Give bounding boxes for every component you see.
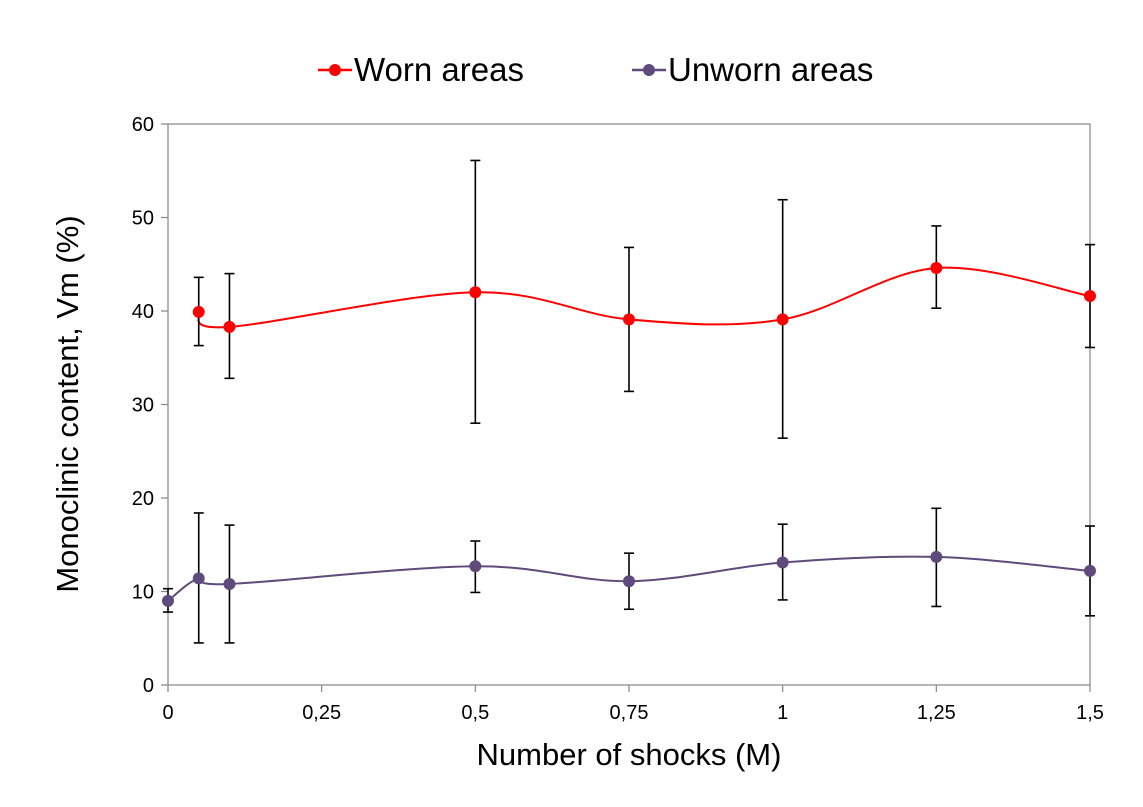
legend-marker-unworn xyxy=(643,64,655,76)
x-tick-label: 0 xyxy=(162,702,173,724)
data-point xyxy=(623,313,635,326)
data-point xyxy=(223,578,236,591)
series-worn xyxy=(192,159,1096,439)
x-axis: 0 0,25 0,5 0,75 1 1,25 1,5 xyxy=(162,685,1104,724)
data-point xyxy=(930,261,943,274)
data-point xyxy=(1084,290,1096,303)
legend-item-unworn: Unworn areas xyxy=(632,51,873,88)
y-axis-title: Monoclinic content, Vm (%) xyxy=(50,215,85,592)
y-tick-label: 50 xyxy=(132,208,154,230)
y-tick-label: 10 xyxy=(132,582,154,604)
data-point xyxy=(192,305,205,318)
x-tick-label: 0,75 xyxy=(610,702,649,724)
data-point xyxy=(623,575,635,588)
data-point xyxy=(192,572,205,585)
series-layer xyxy=(162,159,1096,644)
x-tick-label: 1 xyxy=(777,702,788,724)
x-tick-label: 1,5 xyxy=(1076,702,1104,724)
y-tick-label: 20 xyxy=(132,488,154,510)
x-tick-label: 0,25 xyxy=(302,702,341,724)
data-point xyxy=(776,313,789,326)
data-point xyxy=(776,556,789,569)
y-axis: 0 10 20 30 40 50 60 xyxy=(132,114,168,697)
legend: Worn areas Unworn areas xyxy=(318,51,873,88)
data-point xyxy=(469,286,482,299)
legend-label-worn: Worn areas xyxy=(354,51,524,88)
legend-item-worn: Worn areas xyxy=(318,51,524,88)
y-tick-label: 0 xyxy=(143,675,154,697)
x-tick-label: 1,25 xyxy=(917,702,956,724)
data-point xyxy=(1084,564,1096,577)
x-axis-title: Number of shocks (M) xyxy=(477,737,782,772)
data-point xyxy=(469,560,482,573)
data-point xyxy=(930,550,943,563)
y-tick-label: 40 xyxy=(132,301,154,323)
x-tick-label: 0,5 xyxy=(461,702,489,724)
legend-label-unworn: Unworn areas xyxy=(668,51,873,88)
data-point xyxy=(223,320,236,333)
data-point xyxy=(162,594,174,607)
legend-marker-worn xyxy=(329,64,341,76)
y-tick-label: 30 xyxy=(132,395,154,417)
y-tick-label: 60 xyxy=(132,114,154,136)
series-unworn xyxy=(162,507,1096,644)
series-line xyxy=(197,266,1091,329)
